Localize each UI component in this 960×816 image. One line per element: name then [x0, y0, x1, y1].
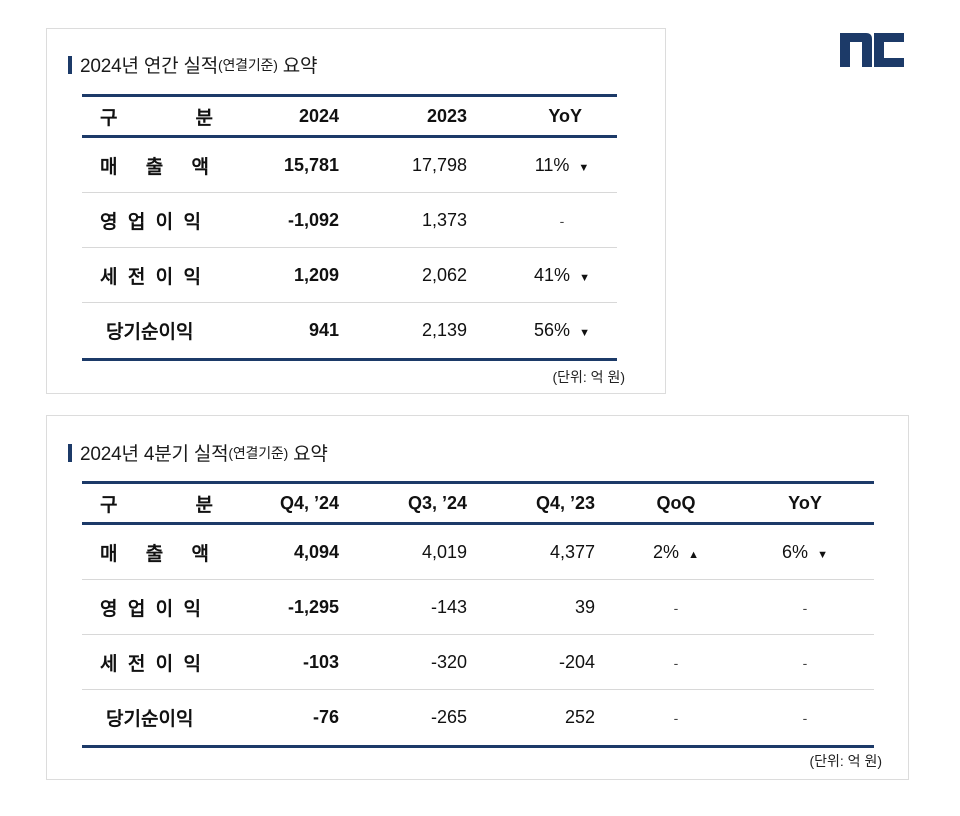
yoy-change: 11% ▼: [534, 154, 590, 175]
value-q4-24: -1,295: [287, 596, 339, 617]
unit-note: (단위: 억 원): [552, 369, 625, 385]
value-2024: 1,209: [293, 264, 339, 285]
value-2024: 15,781: [283, 154, 339, 175]
title-bar-icon: [68, 55, 72, 74]
yoy-change: -: [802, 599, 808, 616]
annual-summary-title: 2024년 연간 실적 (연결기준) 요약: [68, 51, 318, 78]
title-bar-icon: [68, 443, 72, 462]
value-2023: 2,139: [421, 320, 467, 340]
qoq-change: 2% ▲: [653, 541, 699, 562]
value-q3-24: -143: [430, 596, 467, 617]
table-row: 영 업 이 익 -1,295 -143 39 - -: [82, 580, 874, 635]
down-triangle-icon: ▼: [579, 271, 590, 284]
down-triangle-icon: ▼: [578, 161, 590, 174]
unit-note: (단위: 억 원): [809, 753, 882, 769]
value-q4-23: -204: [558, 651, 595, 672]
value-q3-24: 4,019: [421, 541, 467, 562]
value-q3-24: -320: [430, 651, 467, 672]
qoq-change: -: [673, 599, 679, 616]
table-row: 당 기 순 이 익 -76 -265 252 - -: [82, 690, 874, 745]
yoy-change: 41% ▼: [534, 264, 590, 285]
value-q4-24: -76: [312, 707, 339, 727]
value-q4-24: 4,094: [293, 541, 339, 562]
value-2023: 1,373: [421, 209, 467, 230]
table-row: 당 기 순 이 익 941 2,139 56% ▼: [82, 303, 617, 358]
down-triangle-icon: ▼: [579, 327, 590, 339]
value-2023: 17,798: [411, 154, 467, 175]
down-triangle-icon: ▼: [817, 548, 828, 561]
qoq-change: -: [673, 710, 679, 726]
yoy-change: -: [802, 710, 808, 726]
table-row: 영 업 이 익 -1,092 1,373 -: [82, 193, 617, 248]
value-q4-23: 252: [564, 707, 595, 727]
value-q4-24: -103: [302, 651, 339, 672]
yoy-change: 6% ▼: [782, 541, 828, 562]
table-row: 매 출 액 4,094 4,019 4,377 2% ▲ 6% ▼: [82, 525, 874, 580]
table-row: 세 전 이 익 1,209 2,062 41% ▼: [82, 248, 617, 303]
quarterly-summary-title: 2024년 4분기 실적 (연결기준) 요약: [68, 439, 328, 466]
value-2023: 2,062: [421, 264, 467, 285]
value-q4-23: 4,377: [549, 541, 595, 562]
qoq-change: -: [673, 654, 679, 671]
value-2024: -1,092: [287, 209, 339, 230]
value-q3-24: -265: [430, 707, 467, 727]
yoy-change: -: [559, 212, 565, 229]
table-row: 세 전 이 익 -103 -320 -204 - -: [82, 635, 874, 690]
value-q4-23: 39: [574, 596, 595, 617]
table-row: 매 출 액 15,781 17,798 11% ▼: [82, 138, 617, 193]
yoy-change: 56% ▼: [534, 320, 590, 340]
nc-logo: [840, 33, 904, 72]
up-triangle-icon: ▲: [688, 548, 699, 561]
value-2024: 941: [308, 320, 339, 340]
yoy-change: -: [802, 654, 808, 671]
